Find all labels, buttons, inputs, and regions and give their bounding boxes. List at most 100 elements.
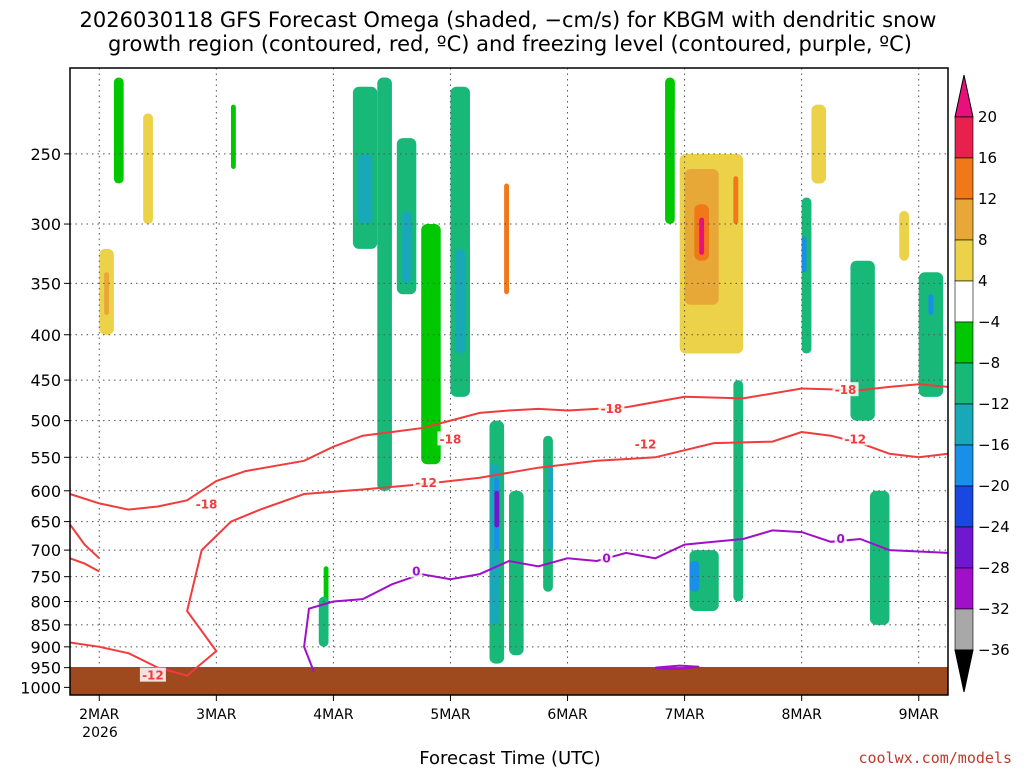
omega-blob <box>143 113 153 225</box>
omega-blob <box>733 176 739 225</box>
y-tick-label: 600 <box>30 482 61 501</box>
x-axis-label: Forecast Time (UTC) <box>419 748 600 768</box>
omega-blob <box>113 77 124 184</box>
dendritic-contour-label: -18 <box>440 432 462 446</box>
dendritic-contour-label: -12 <box>635 438 657 452</box>
colorbar-segment <box>954 280 974 323</box>
omega-shading <box>74 77 944 664</box>
contour-label-bg <box>437 431 464 446</box>
dendritic-contour-label: -18 <box>196 498 218 512</box>
omega-blob <box>928 294 934 316</box>
plot-area: -18 -18 -18 -18 -12 -12 -12 -12 0 0 0 <box>69 67 949 696</box>
credit-text: coolwx.com/models <box>858 749 1012 767</box>
omega-blob <box>357 153 373 225</box>
colorbar-segment <box>954 608 974 651</box>
omega-blob <box>255 197 270 389</box>
colorbar-label: −12 <box>978 395 1010 413</box>
y-tick-label: 300 <box>30 215 61 234</box>
y-tick-label: 550 <box>30 448 61 467</box>
contour-label-bg <box>193 496 220 511</box>
colorbar-segment <box>954 198 974 241</box>
colorbar-label: −20 <box>978 477 1010 495</box>
colorbar-segment <box>954 362 974 405</box>
dendritic-contour <box>69 383 949 511</box>
omega-blob <box>587 77 597 372</box>
y-tick-label: 900 <box>30 638 61 657</box>
colorbar-label: 20 <box>978 108 997 126</box>
y-tick-label: 1000 <box>20 678 61 697</box>
x-tick-label: 8MAR <box>782 707 823 723</box>
omega-blob <box>401 210 412 284</box>
y-tick-label: 850 <box>30 616 61 635</box>
omega-blob <box>421 224 441 465</box>
y-tick-label: 400 <box>30 326 61 345</box>
y-tick-label: 800 <box>30 593 61 612</box>
omega-blob <box>455 248 466 354</box>
colorbar-label: −28 <box>978 559 1010 577</box>
omega-blob <box>157 224 178 472</box>
contour-label-bg <box>842 431 869 446</box>
x-axis: 2MAR 3MAR 4MAR 5MAR 6MAR 7MAR 8MAR 9MAR <box>79 695 939 723</box>
omega-blob <box>801 197 812 354</box>
colorbar-segment <box>954 239 974 282</box>
omega-blob <box>665 77 675 225</box>
contour-label-bg <box>600 550 613 565</box>
dendritic-contour <box>69 557 100 573</box>
colorbar-label: 16 <box>978 149 997 167</box>
colorbar-segment <box>954 321 974 364</box>
chart-title-line1: 2026030118 GFS Forecast Omega (shaded, −… <box>80 8 937 32</box>
omega-blob <box>504 183 509 295</box>
colorbar-label: −4 <box>978 313 1000 331</box>
x-tick-label: 3MAR <box>196 707 237 723</box>
omega-blob <box>187 153 207 458</box>
omega-blob <box>377 77 392 491</box>
y-tick-label: 700 <box>30 541 61 560</box>
x-tick-label: 5MAR <box>430 707 471 723</box>
omega-blob <box>918 272 944 397</box>
contour-label-bg <box>139 667 166 682</box>
omega-blob <box>811 104 827 184</box>
dendritic-contour-label: -18 <box>601 402 623 416</box>
grid-lines <box>70 68 948 695</box>
freezing-level-contour <box>655 664 700 670</box>
omega-blob <box>94 260 119 582</box>
omega-blob <box>689 560 700 592</box>
dendritic-contour <box>69 523 100 560</box>
omega-blob <box>869 490 890 625</box>
colorbar-bottom-arrow <box>954 649 974 693</box>
contour-label-bg <box>632 436 659 451</box>
y-tick-label: 500 <box>30 412 61 431</box>
colorbar-segment <box>954 444 974 487</box>
omega-blob <box>548 464 553 551</box>
omega-blob <box>899 210 909 261</box>
colorbar-label: −36 <box>978 641 1010 659</box>
omega-blob <box>104 272 110 316</box>
colorbar-label: −16 <box>978 436 1010 454</box>
freezing-contour-label: 0 <box>602 551 610 565</box>
freezing-contour-label: 0 <box>412 565 420 579</box>
colorbar-label: −8 <box>978 354 1000 372</box>
x-tick-label: 2MAR <box>79 707 120 723</box>
omega-blob <box>74 77 95 478</box>
contour-label-bg <box>834 530 847 545</box>
colorbar-segment <box>954 526 974 569</box>
omega-blob <box>801 236 807 273</box>
dendritic-contour-label: -18 <box>835 383 857 397</box>
y-tick-label: 750 <box>30 568 61 587</box>
dendritic-contour-label: -12 <box>844 432 866 446</box>
freezing-contour-label: 0 <box>837 532 845 546</box>
colorbar-label: −24 <box>978 518 1010 536</box>
colorbar-label: −32 <box>978 600 1010 618</box>
y-tick-label: 650 <box>30 513 61 532</box>
omega-blob <box>318 596 329 647</box>
omega-blob <box>509 490 524 656</box>
dendritic-contour-label: -12 <box>415 476 437 490</box>
omega-blob <box>494 490 500 528</box>
contour-label-bg <box>598 400 625 415</box>
contour-label-bg <box>410 563 423 578</box>
y-tick-label: 350 <box>30 274 61 293</box>
contour-label-bg <box>832 382 859 397</box>
colorbar-segment <box>954 403 974 446</box>
colorbar-segment <box>954 567 974 610</box>
